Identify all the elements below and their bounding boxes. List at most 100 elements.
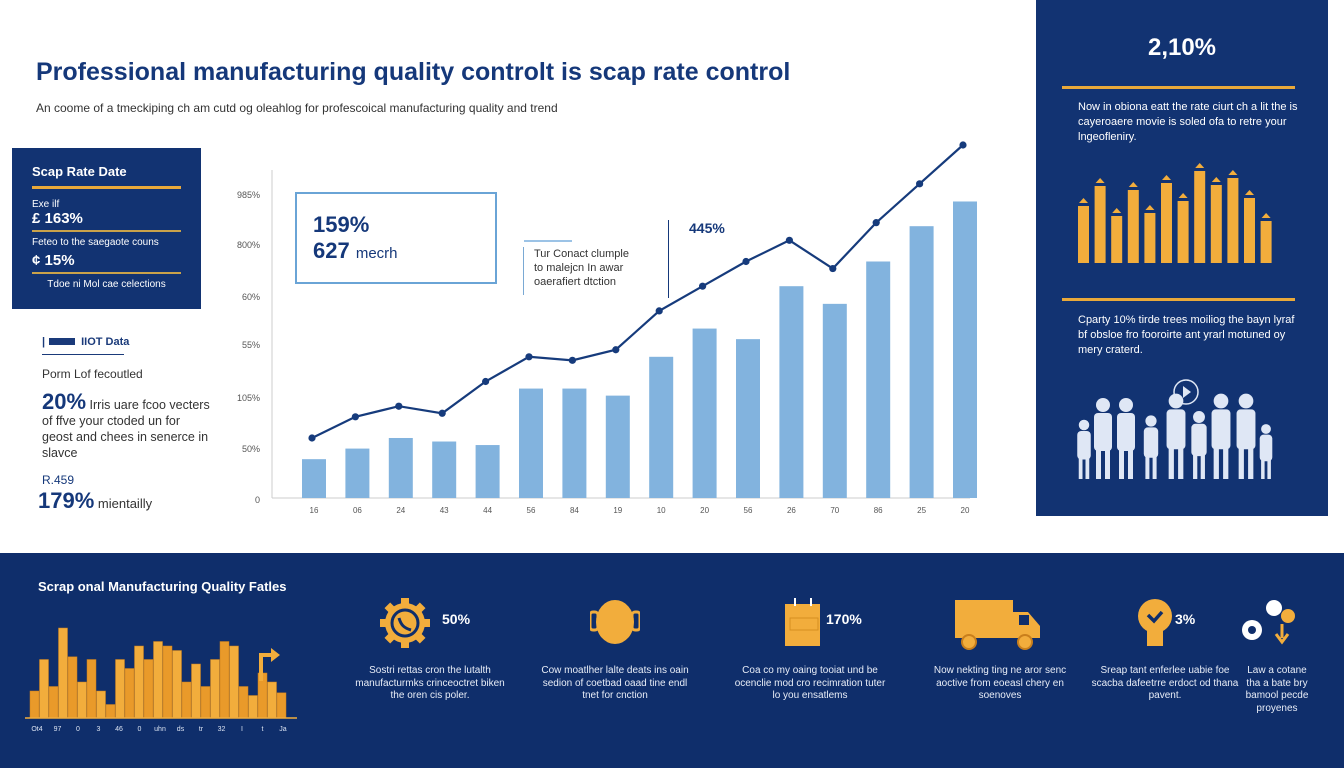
right-panel: 2,10% Now in obiona eatt the rate ciurt …	[1036, 0, 1328, 516]
orange-bar	[1111, 216, 1123, 263]
bar	[649, 356, 674, 498]
scrap-rate-chart: 0 50% 105% 55% 60% 800% 985% 16 06 24 43 44 56 84 19 10…	[237, 141, 977, 515]
callout-unit: mecrh	[355, 245, 398, 262]
line-point	[612, 346, 620, 354]
line-point	[829, 264, 837, 273]
person-icon	[1236, 409, 1256, 450]
x-tick-label: 26	[787, 506, 796, 515]
skyline-bar	[29, 690, 40, 719]
skyline-bar	[248, 695, 258, 719]
arrow-right-icon	[271, 648, 280, 662]
skyline-bar	[86, 659, 97, 719]
callout-value-2: 627 mecrh	[313, 238, 398, 263]
skyline-bar	[48, 686, 59, 719]
scrap-value-2: ¢ 15%	[32, 252, 75, 269]
divider	[32, 186, 181, 189]
feature-text: Sostri rettas cron the lutalth manufactu…	[355, 665, 505, 701]
person-icon	[1200, 454, 1205, 479]
feature-text: Law a cotane tha a bate bry bamool pecde…	[1245, 665, 1309, 714]
hot-data-legend: | IIOT Data	[42, 336, 130, 348]
person-icon	[1145, 456, 1150, 479]
pot-icon	[590, 600, 640, 644]
bar	[388, 437, 413, 498]
skyline-bar	[77, 681, 87, 719]
page-title: Professional manufacturing quality contr…	[36, 58, 791, 86]
line-point	[699, 282, 707, 290]
y-tick-label: 60%	[242, 292, 260, 302]
y-tick-label: 985%	[237, 190, 260, 200]
person-icon	[1119, 398, 1133, 412]
person-icon	[1238, 447, 1244, 479]
axis-label: Ja	[279, 726, 287, 733]
feature-truck: Now nekting ting ne aror senc aoctive fr…	[920, 553, 1080, 768]
line-point	[742, 257, 750, 266]
bar-cap-icon	[1162, 175, 1171, 180]
person-icon	[1259, 434, 1273, 462]
orange-bar	[1260, 221, 1272, 263]
line-point	[655, 307, 663, 315]
line-point	[959, 141, 967, 149]
axis-label: t	[262, 726, 264, 733]
play-icon	[1173, 379, 1199, 405]
stat-179: 179% mientailly	[38, 488, 152, 514]
bar	[909, 226, 934, 498]
bar-cap-icon	[1128, 182, 1138, 187]
person-icon	[1261, 424, 1271, 434]
x-tick-label: 16	[310, 506, 319, 515]
person-icon	[1168, 447, 1174, 479]
skyline-bar	[267, 681, 277, 719]
person-icon	[1223, 447, 1229, 479]
x-tick-label: 56	[744, 506, 753, 515]
x-tick-label: 43	[440, 506, 449, 515]
person-icon	[1191, 423, 1207, 457]
person-icon	[1213, 447, 1219, 479]
person-icon	[1078, 458, 1083, 479]
person-icon	[1193, 454, 1198, 479]
people-icon	[1077, 379, 1273, 479]
orange-bar	[1078, 206, 1089, 263]
bar-cap-icon	[1178, 193, 1188, 198]
person-icon	[1117, 413, 1135, 451]
person-icon	[1178, 447, 1184, 479]
bar	[953, 201, 977, 499]
person-icon	[1145, 415, 1157, 427]
axis-label: 3	[97, 726, 101, 733]
note-line: to malejcn In awar	[534, 262, 624, 274]
bar	[519, 388, 543, 498]
bar-cap-icon	[1245, 190, 1254, 195]
feature-text: Now nekting ting ne aror senc aoctive fr…	[933, 665, 1067, 701]
scrap-label-1: Exe ilf	[32, 199, 60, 210]
feature-lightbulb: 3% Sreap tant enferlee uabie foe scacba d…	[1085, 553, 1245, 768]
skyline-bar	[238, 686, 249, 719]
bar	[562, 388, 587, 498]
person-icon	[1078, 419, 1090, 431]
bar	[822, 303, 847, 498]
gears-arrow-icon	[1242, 600, 1295, 645]
bar-cap-icon	[1211, 177, 1221, 182]
orange-bar	[1244, 198, 1255, 263]
bar	[692, 328, 717, 498]
skyline-bar	[96, 690, 106, 719]
person-icon	[1119, 449, 1124, 479]
scrap-value-1: £ 163%	[32, 210, 83, 227]
scrap-label-2: Feteo to the saegaote couns	[32, 237, 159, 248]
bar-cap-icon	[1261, 213, 1271, 218]
axis-label: 0	[76, 726, 80, 733]
orange-bar	[1127, 190, 1139, 263]
skyline-bar	[200, 686, 211, 719]
skyline-bar	[210, 659, 220, 719]
legend-swatch	[49, 338, 76, 346]
scrap-rate-box: Scap Rate Date Exe ilf £ 163% Feteo to t…	[12, 148, 201, 309]
bar	[736, 339, 760, 498]
x-tick-label: 56	[527, 506, 536, 515]
line-point	[568, 356, 576, 364]
x-tick-label: 19	[613, 506, 622, 515]
callout-value-1: 159%	[313, 212, 370, 237]
orange-bar	[1210, 185, 1222, 263]
gear-phone-icon	[380, 598, 430, 648]
axis-label: ds	[177, 726, 185, 733]
line-point	[916, 180, 924, 188]
bar-cap-icon	[1112, 208, 1122, 213]
trend-line	[311, 144, 964, 439]
